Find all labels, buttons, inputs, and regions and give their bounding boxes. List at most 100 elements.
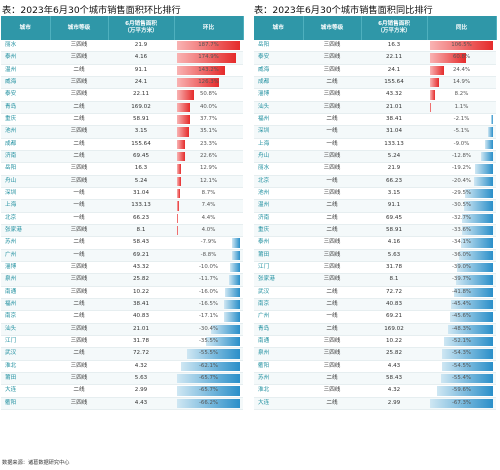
table-header-row: 城市 城市等级 6月销售面积 （万平方米） 同比 [254,16,497,40]
change-bar [232,238,240,248]
change-label: -55.4% [451,374,472,381]
area-cell: 69.45 [361,212,427,225]
city-cell: 泰安 [254,51,303,65]
change-bar [177,41,240,51]
change-label: -45.6% [451,313,472,320]
area-cell: 169.02 [108,101,174,114]
change-label: -66.2% [198,399,219,406]
change-bar [187,349,240,359]
tier-cell: 三四线 [50,76,108,90]
tier-cell: 一线 [50,249,108,262]
area-cell: 155.64 [108,138,174,151]
change-label: 50.8% [199,91,218,98]
table-row: 济南 二线 69.45 22.6% [1,150,243,164]
area-cell: 43.32 [108,261,174,275]
area-cell: 8.1 [108,224,174,238]
header-city: 城市 [254,16,304,40]
area-cell: 31.78 [361,261,427,275]
city-cell: 北京 [254,175,303,188]
city-cell: 南通 [254,335,303,349]
change-bar [177,139,185,149]
header-area: 6月销售面积 （万平方米） [108,16,175,40]
tier-cell: 三四线 [50,397,108,410]
area-cell: 3.15 [361,187,427,201]
area-cell: 133.13 [108,199,174,213]
table-body: 岳阳 三四线 16.3 106.5% 泰安 三四线 22.11 60.8% 威海 三四线 24.1 2… [254,40,496,410]
change-cell: -65.7% [174,372,243,386]
change-label: -16.0% [198,288,219,295]
tier-cell: 一线 [303,175,361,188]
change-cell: -19.2% [427,162,496,176]
area-cell: 31.04 [361,125,427,139]
change-cell: 8.2% [427,88,496,102]
table-row: 泰安 三四线 22.11 50.8% [1,88,243,102]
area-cell: 155.64 [361,76,427,90]
tier-cell: 三四线 [50,372,108,386]
city-cell: 淮北 [1,360,50,373]
change-bar [223,312,240,322]
change-label: -17.1% [198,313,219,320]
change-label: 174.9% [198,54,219,61]
change-cell: 40.0% [174,101,243,114]
change-bar [447,324,493,334]
table-header-row: 城市 城市等级 6月销售面积 （万平方米） 环比 [1,16,244,40]
change-cell: 126.3% [174,76,243,90]
change-bar [437,386,493,396]
city-cell: 济南 [254,212,303,225]
city-cell: 上海 [254,138,303,151]
right-table-title: 表：2023年6月30个城市销售面积同比排行 [254,5,433,16]
area-cell: 22.11 [108,88,174,102]
change-cell: -30.4% [174,323,243,336]
tier-cell: 三四线 [50,88,108,102]
area-cell: 5.63 [361,249,427,262]
change-label: -54.5% [451,362,472,369]
tier-cell: 二线 [303,298,361,312]
change-label: -54.3% [451,350,472,357]
tier-cell: 二线 [50,384,108,398]
city-cell: 淄博 [254,88,303,102]
area-cell: 4.43 [108,397,174,410]
change-cell: 4.4% [174,212,243,225]
tier-cell: 二线 [50,347,108,361]
tier-cell: 三四线 [303,88,361,102]
change-cell: -39.7% [427,273,496,287]
change-bar [177,102,191,112]
change-label: 37.7% [199,115,218,122]
area-cell: 4.32 [361,384,427,398]
area-cell: 5.63 [108,372,174,386]
change-bar [177,114,190,125]
change-bar [211,324,240,334]
table-row: 舟山 三四线 5.24 12.1% [1,175,243,188]
change-label: 7.4% [201,202,216,209]
change-cell: -62.1% [174,360,243,373]
table-row: 丽水 三四线 21.9 -19.2% [254,162,496,176]
city-cell: 衢阳 [254,360,303,373]
change-cell: -52.1% [427,335,496,349]
area-cell: 8.1 [361,273,427,287]
tier-cell: 三四线 [303,261,361,275]
tier-cell: 二线 [50,113,108,127]
change-label: 60.8% [452,54,471,61]
change-label: -67.3% [451,399,472,406]
tier-cell: 三四线 [303,236,361,250]
tier-cell: 二线 [50,298,108,312]
table-row: 北京 一线 66.23 4.4% [1,212,243,225]
table-row: 济南 二线 69.45 -32.7% [254,212,496,225]
change-bar [224,299,240,310]
tier-cell: 三四线 [50,360,108,373]
city-cell: 岳阳 [254,40,303,53]
area-cell: 58.43 [108,236,174,250]
city-cell: 江门 [1,335,50,349]
change-label: -62.1% [198,362,219,369]
change-label: -16.5% [198,300,219,307]
tier-cell: 三四线 [50,125,108,139]
city-cell: 广州 [1,249,50,262]
change-label: -36.0% [451,251,472,258]
change-bar [177,201,180,211]
change-bar [177,225,179,236]
change-label: -19.2% [451,165,472,172]
tier-cell: 三四线 [50,224,108,238]
change-cell: -29.5% [427,187,496,201]
tier-cell: 二线 [50,310,108,324]
change-cell: -12.8% [427,150,496,164]
